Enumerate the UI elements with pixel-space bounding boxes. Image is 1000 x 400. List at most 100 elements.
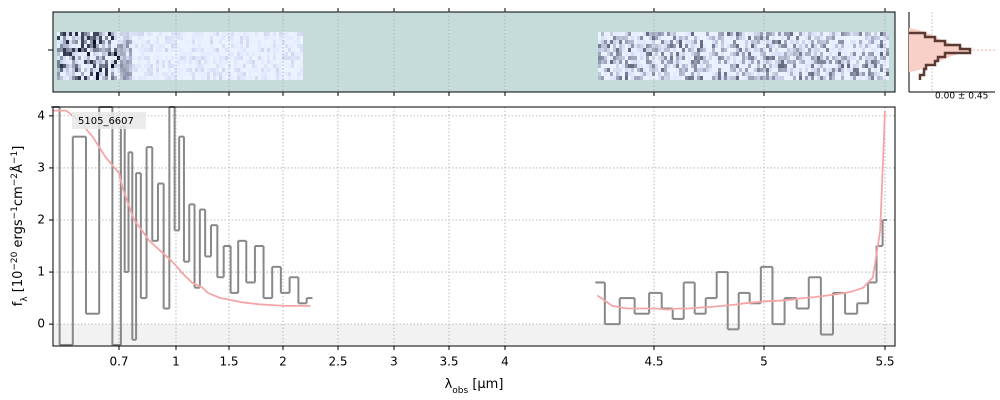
spectrum-2d-pixel xyxy=(871,56,874,60)
y-tick-label: 1 xyxy=(37,265,45,279)
spectrum-2d-pixel xyxy=(619,44,622,48)
spectrum-2d-pixel xyxy=(829,40,832,44)
spectrum-2d-pixel xyxy=(207,68,210,72)
spectrum-2d-pixel xyxy=(249,64,252,68)
spectrum-2d-pixel xyxy=(598,64,601,68)
spectrum-2d-pixel xyxy=(162,76,165,80)
spectrum-2d-pixel xyxy=(745,56,748,60)
spectrum-2d-pixel xyxy=(75,64,78,68)
spectrum-2d-pixel xyxy=(150,56,153,60)
spectrum-2d-pixel xyxy=(117,60,120,64)
spectrum-2d-pixel xyxy=(724,76,727,80)
spectrum-2d-pixel xyxy=(613,76,616,80)
spectrum-2d-pixel xyxy=(856,44,859,48)
spectrum-2d-pixel xyxy=(252,76,255,80)
spectrum-2d-pixel xyxy=(195,64,198,68)
spectrum-2d-pixel xyxy=(685,60,688,64)
spectrum-2d-pixel xyxy=(198,32,201,36)
spectrum-2d-pixel xyxy=(739,44,742,48)
spectrum-2d-pixel xyxy=(625,56,628,60)
spectrum-2d-pixel xyxy=(862,64,865,68)
spectrum-2d-pixel xyxy=(745,60,748,64)
spectrum-2d-pixel xyxy=(177,72,180,76)
spectrum-2d-pixel xyxy=(87,36,90,40)
spectrum-2d-pixel xyxy=(207,32,210,36)
spectrum-2d-pixel xyxy=(297,44,300,48)
spectrum-2d-pixel xyxy=(222,40,225,44)
spectrum-2d-pixel xyxy=(156,76,159,80)
spectrum-2d-pixel xyxy=(252,40,255,44)
spectrum-2d-pixel xyxy=(628,40,631,44)
spectrum-2d-pixel xyxy=(144,68,147,72)
spectrum-2d-pixel xyxy=(868,68,871,72)
spectrum-2d-pixel xyxy=(111,68,114,72)
spectrum-2d-pixel xyxy=(174,48,177,52)
spectrum-2d-pixel xyxy=(132,40,135,44)
spectrum-2d-pixel xyxy=(781,48,784,52)
spectrum-2d-pixel xyxy=(300,44,303,48)
spectrum-2d-pixel xyxy=(231,40,234,44)
spectrum-2d-pixel xyxy=(285,56,288,60)
spectrum-2d-pixel xyxy=(772,60,775,64)
spectrum-2d-pixel xyxy=(162,72,165,76)
spectrum-2d-pixel xyxy=(775,76,778,80)
spectrum-2d-pixel xyxy=(105,56,108,60)
spectrum-2d-pixel xyxy=(300,72,303,76)
spectrum-2d-pixel xyxy=(631,56,634,60)
spectrum-2d-pixel xyxy=(294,32,297,36)
spectrum-2d-pixel xyxy=(267,56,270,60)
spectrum-2d-pixel xyxy=(96,48,99,52)
spectrum-2d-pixel xyxy=(622,72,625,76)
spectrum-2d-pixel xyxy=(679,32,682,36)
spectrum-2d-pixel xyxy=(817,56,820,60)
spectrum-2d-pixel xyxy=(814,76,817,80)
spectrum-2d-pixel xyxy=(216,60,219,64)
spectrum-2d-pixel xyxy=(766,44,769,48)
spectrum-2d-pixel xyxy=(610,56,613,60)
spectrum-2d-pixel xyxy=(174,32,177,36)
spectrum-2d-pixel xyxy=(820,56,823,60)
spectrum-2d-pixel xyxy=(703,44,706,48)
spectrum-2d-pixel xyxy=(604,36,607,40)
spectrum-2d-pixel xyxy=(108,72,111,76)
spectrum-2d-pixel xyxy=(258,48,261,52)
spectrum-2d-pixel xyxy=(877,44,880,48)
spectrum-2d-pixel xyxy=(168,68,171,72)
spectrum-2d-pixel xyxy=(757,32,760,36)
spectrum-2d-pixel xyxy=(228,32,231,36)
spectrum-2d-pixel xyxy=(285,44,288,48)
spectrum-2d-pixel xyxy=(607,40,610,44)
spectrum-2d-pixel xyxy=(604,68,607,72)
spectrum-2d-pixel xyxy=(673,72,676,76)
spectrum-2d-pixel xyxy=(105,76,108,80)
spectrum-2d-pixel xyxy=(634,32,637,36)
spectrum-2d-pixel xyxy=(745,40,748,44)
spectrum-2d-pixel xyxy=(841,40,844,44)
spectrum-2d-pixel xyxy=(183,52,186,56)
spectrum-2d-pixel xyxy=(631,48,634,52)
spectrum-2d-pixel xyxy=(246,56,249,60)
spectrum-2d-pixel xyxy=(264,40,267,44)
spectrum-2d-pixel xyxy=(72,68,75,72)
spectrum-2d-pixel xyxy=(745,76,748,80)
spectrum-2d-pixel xyxy=(709,64,712,68)
spectrum-2d-pixel xyxy=(57,36,60,40)
spectrum-2d-pixel xyxy=(838,72,841,76)
spectrum-2d-pixel xyxy=(844,72,847,76)
spectrum-2d-pixel xyxy=(613,48,616,52)
spectrum-2d-pixel xyxy=(237,52,240,56)
spectrum-2d-pixel xyxy=(634,48,637,52)
spectrum-2d-pixel xyxy=(288,44,291,48)
spectrum-2d-pixel xyxy=(123,72,126,76)
spectrum-2d-pixel xyxy=(829,64,832,68)
spectrum-2d-pixel xyxy=(216,36,219,40)
spectrum-2d-pixel xyxy=(279,68,282,72)
spectrum-2d-pixel xyxy=(652,48,655,52)
spectrum-2d-pixel xyxy=(712,76,715,80)
spectrum-2d-pixel xyxy=(733,68,736,72)
spectrum-2d-pixel xyxy=(72,44,75,48)
spectrum-2d-pixel xyxy=(625,68,628,72)
spectrum-2d-pixel xyxy=(201,56,204,60)
spectrum-2d-pixel xyxy=(859,76,862,80)
spectrum-2d-pixel xyxy=(291,32,294,36)
